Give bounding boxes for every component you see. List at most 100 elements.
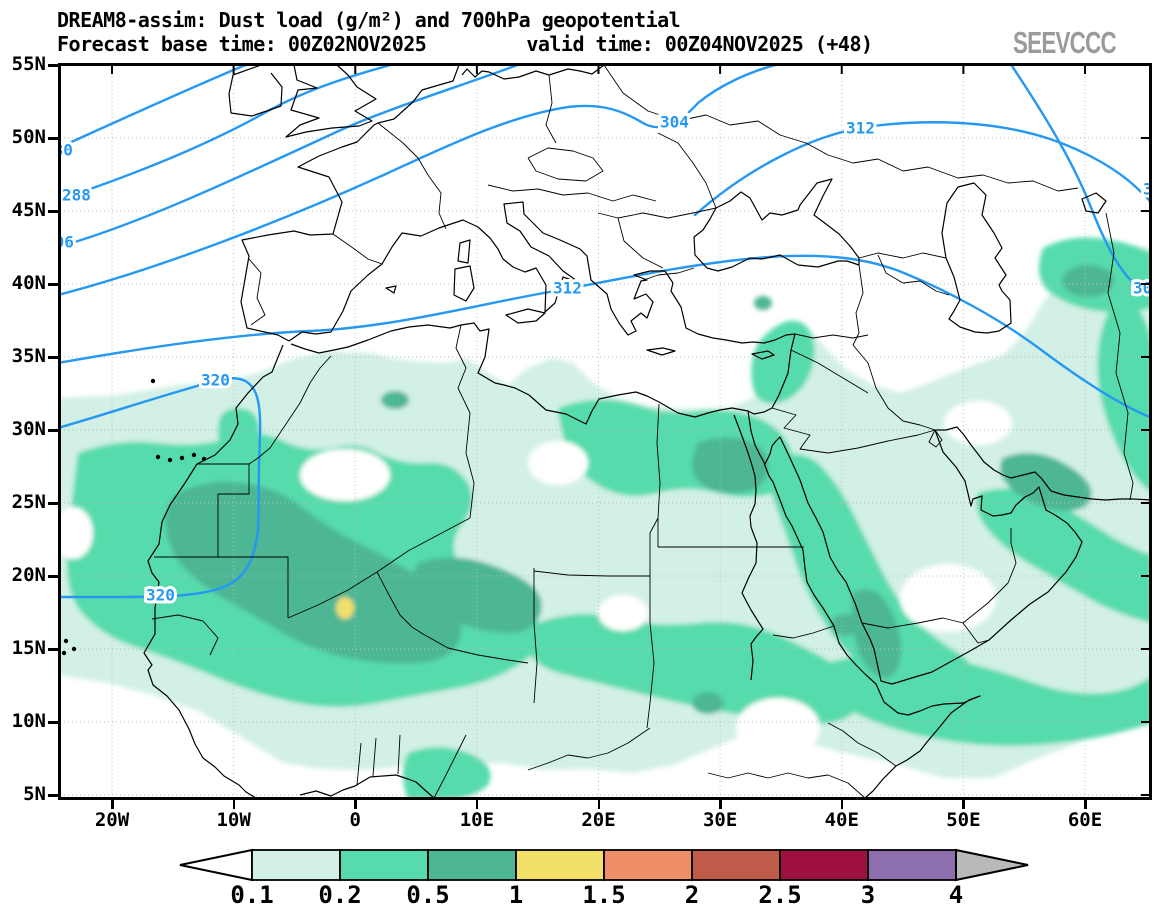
- border-line: [771, 407, 936, 454]
- coastline: [457, 239, 471, 264]
- island-dot: [150, 378, 156, 384]
- border-line: [858, 252, 947, 259]
- dust-region-0p2: [976, 488, 1152, 623]
- border-line: [707, 772, 866, 799]
- dust-gap: [300, 449, 390, 501]
- dust-gap: [528, 441, 588, 485]
- lon-tick: [597, 800, 600, 809]
- lat-tick: [48, 64, 58, 67]
- lon-tick: [111, 800, 114, 809]
- lat-tick-label: 55N: [11, 53, 46, 75]
- dust-region-0p2: [1097, 293, 1152, 493]
- country-borders: [151, 64, 1134, 799]
- lat-tick: [48, 648, 58, 651]
- dust-region-0p5: [1000, 453, 1092, 512]
- border-line: [248, 355, 332, 465]
- island-dot: [61, 650, 67, 656]
- contour-label: 320: [201, 371, 230, 390]
- dust-region-0p2: [217, 408, 260, 459]
- colorbar-segment: [867, 849, 957, 881]
- border-line: [852, 264, 936, 431]
- border-line: [545, 74, 557, 144]
- border-line: [377, 122, 447, 230]
- border-line: [646, 576, 655, 729]
- dust-gap: [900, 564, 996, 632]
- logo-text: SEEVCCC: [1013, 25, 1117, 60]
- geopotential-contour: [58, 377, 262, 599]
- colorbar-segment: [251, 849, 341, 881]
- border-line: [455, 324, 475, 519]
- coastline: [505, 308, 546, 324]
- island-dot: [167, 457, 173, 463]
- dust-region-0p2: [770, 454, 974, 702]
- colorbar-legend: 0.1 0.2 0.5 1 1.5 2 2.5 3 4: [152, 846, 1032, 907]
- border-line: [248, 258, 266, 326]
- lat-tick-label: 20N: [11, 564, 46, 586]
- dust-region-0p5: [1062, 265, 1114, 297]
- lat-tick-label: 10N: [11, 710, 46, 732]
- inner-ticks: [111, 66, 1149, 796]
- dust-region-0p5: [852, 589, 901, 678]
- contour-label: 304: [660, 113, 689, 132]
- coastline: [228, 64, 283, 117]
- dust-gap: [598, 595, 648, 631]
- lon-tick-label: 60E: [1067, 809, 1103, 831]
- contour-labels: 280288296304312312320320304312: [58, 110, 1152, 608]
- border-line: [928, 429, 943, 448]
- lon-tick: [719, 800, 722, 809]
- dust-shading-layer: [58, 237, 1152, 800]
- lon-tick-label: 10W: [216, 809, 251, 831]
- border-line: [772, 625, 835, 639]
- coastline: [1081, 192, 1107, 214]
- dust-gap: [58, 507, 93, 559]
- border-line: [533, 570, 650, 577]
- border-line: [656, 403, 661, 547]
- border-line: [397, 734, 401, 775]
- chart-subtitle: Forecast base time: 00Z02NOV2025 valid ti…: [57, 32, 873, 56]
- colorbar-level-label: 4: [949, 881, 963, 907]
- border-line: [487, 184, 657, 202]
- dust-region-0p5: [754, 296, 772, 310]
- coastline: [285, 64, 377, 138]
- lat-tick-label: 45N: [11, 199, 46, 221]
- lon-tick: [354, 800, 357, 809]
- lat-tick: [48, 137, 58, 140]
- colorbar-segment: [427, 849, 517, 881]
- colorbar-segment: [603, 849, 693, 881]
- lat-tick: [48, 283, 58, 286]
- coastline: [941, 182, 1012, 334]
- island-dot: [63, 638, 69, 644]
- geopotential-contour: [58, 63, 400, 202]
- border-line: [603, 64, 1079, 192]
- coastline: [935, 426, 1152, 501]
- lat-tick-label: 25N: [11, 491, 46, 513]
- colorbar-segment: [691, 849, 781, 881]
- colorbar-right-arrow: [955, 848, 1029, 882]
- lon-tick-label: 50E: [946, 809, 981, 831]
- contour-label: 280: [58, 141, 73, 160]
- lat-tick: [48, 356, 58, 359]
- dust-region-0p5: [692, 692, 724, 714]
- border-line: [877, 254, 950, 296]
- dust-region-0p5: [381, 391, 409, 409]
- coastline: [299, 774, 435, 799]
- border-line: [533, 568, 538, 704]
- island-dot: [191, 452, 197, 458]
- coastline: [751, 350, 775, 360]
- colorbar-segment: [515, 849, 605, 881]
- lat-tick-label: 35N: [11, 345, 46, 367]
- lon-tick: [475, 800, 479, 809]
- dust-region-0p2: [528, 614, 862, 724]
- lat-tick-label: 30N: [11, 418, 46, 440]
- colorbar-level-label: 1.5: [582, 881, 625, 907]
- lat-tick: [48, 210, 58, 213]
- dust-region-0p5: [1064, 479, 1088, 495]
- border-line: [151, 614, 219, 656]
- border-line: [1105, 212, 1134, 501]
- coastline: [240, 64, 460, 342]
- coastline: [693, 178, 860, 272]
- border-line: [527, 727, 651, 771]
- lat-tick: [48, 429, 58, 432]
- geopotential-contour: [58, 254, 1152, 420]
- border-line: [617, 217, 664, 269]
